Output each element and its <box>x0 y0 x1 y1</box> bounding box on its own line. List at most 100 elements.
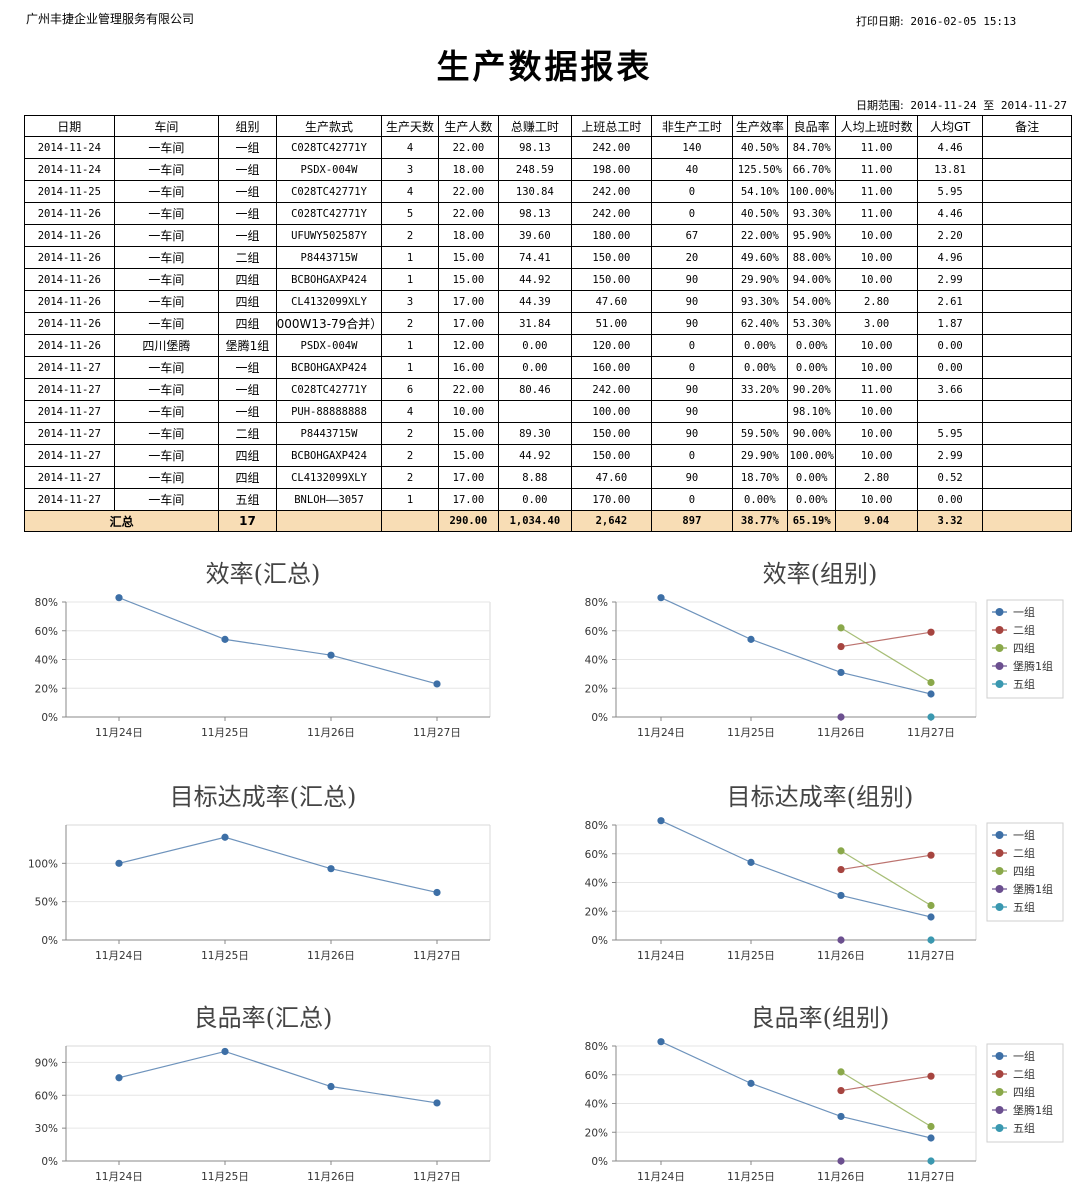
data-point <box>927 713 935 721</box>
y-tick-label: 20% <box>585 683 608 695</box>
table-cell: 18.00 <box>437 158 500 181</box>
data-point <box>221 1047 229 1056</box>
table-cell: 一组 <box>218 136 277 159</box>
x-tick-label: 11月25日 <box>201 950 249 962</box>
legend-marker <box>995 1124 1004 1132</box>
date-range-end: 2014-11-27 <box>1000 99 1068 112</box>
table-cell: 90 <box>651 400 733 423</box>
table-cell <box>982 400 1072 423</box>
table-cell: 一车间 <box>113 466 220 489</box>
column-header: 总赚工时 <box>498 115 572 137</box>
table-cell: PUH-88888888 <box>275 400 383 423</box>
x-tick-label: 11月24日 <box>95 1171 143 1183</box>
table-cell: 2014-11-24 <box>24 136 115 159</box>
table-cell: 一车间 <box>113 422 220 445</box>
table-cell: 0.00% <box>731 356 789 379</box>
legend-marker <box>995 608 1004 616</box>
y-tick-label: 60% <box>35 626 58 638</box>
table-cell: 4.46 <box>916 136 984 159</box>
table-cell: 四组 <box>218 444 277 467</box>
table-cell: 130.84 <box>498 180 572 203</box>
data-point <box>837 642 845 651</box>
chart-svg: 良品率(汇总) 0% 30% 60% 90% 11月24日 11月25日 11月26日 11月2… <box>35 1004 491 1183</box>
table-cell <box>916 400 984 423</box>
chart-title: 效率(汇总) <box>206 560 321 588</box>
date-range-label: 日期范围: <box>856 99 904 112</box>
table-cell <box>982 466 1072 489</box>
table-cell: 59.50% <box>731 422 789 445</box>
table-cell: 11.00 <box>835 158 918 181</box>
legend-label: 堡腾1组 <box>1013 882 1053 896</box>
data-point <box>221 635 229 643</box>
table-cell: 一车间 <box>113 290 220 313</box>
column-header: 生产效率 <box>731 115 789 137</box>
table-cell: 10.00 <box>835 444 918 467</box>
table-cell: 11.00 <box>835 136 918 159</box>
total-cell: 9.04 <box>835 510 918 532</box>
y-tick-label: 0% <box>41 1156 58 1168</box>
table-cell: 10.00 <box>835 224 918 247</box>
data-point <box>327 651 335 659</box>
table-cell: CL4132099XLY <box>275 466 383 489</box>
table-cell: 67 <box>651 224 733 247</box>
data-point <box>657 1038 665 1046</box>
table-cell: 150.00 <box>570 246 653 269</box>
chart-svg: 目标达成率(汇总) 0% 50% 100% 11月24日 11月25日 11月26日 11月2… <box>28 783 491 962</box>
table-cell: 51.00 <box>570 312 653 335</box>
table-cell: 一车间 <box>113 224 220 247</box>
table-cell: BCBOHGAXP424 <box>275 356 383 379</box>
table-cell: 8.88 <box>498 466 572 489</box>
series-line <box>660 597 932 695</box>
table-cell <box>982 224 1072 247</box>
table-cell: 100.00 <box>570 400 653 423</box>
table-cell: 0 <box>651 202 733 225</box>
table-cell: 0.00 <box>498 488 572 511</box>
data-point <box>837 847 845 855</box>
total-row: 汇总 17 290.00 1,034.40 2,642 897 38.77% 65.19% 9.… <box>23 510 1072 532</box>
legend-marker <box>995 1088 1004 1096</box>
table-cell: 90 <box>651 466 733 489</box>
table-cell: 150.00 <box>570 422 653 445</box>
table-cell: 0.00% <box>731 334 789 357</box>
table-cell: 一车间 <box>113 400 220 423</box>
table-cell: 二组 <box>218 422 277 445</box>
column-header: 组别 <box>218 115 277 137</box>
series-line <box>118 836 438 894</box>
column-header: 上班总工时 <box>570 115 653 137</box>
table-cell: 0 <box>651 356 733 379</box>
table-cell: 2.80 <box>835 290 918 313</box>
chart-title: 目标达成率(汇总) <box>170 783 357 811</box>
x-tick-label: 11月25日 <box>201 727 249 739</box>
chart-title: 效率(组别) <box>763 560 878 588</box>
table-cell: 0.00 <box>916 334 984 357</box>
table-cell <box>982 488 1072 511</box>
legend-label: 二组 <box>1013 623 1035 637</box>
table-cell: 0.00% <box>787 334 837 357</box>
legend-label: 四组 <box>1013 641 1035 655</box>
table-cell: BNLOH——3057 <box>275 488 383 511</box>
table-cell <box>982 202 1072 225</box>
table-cell: 90 <box>651 290 733 313</box>
chart-svg: 效率(组别) 0% 20% 40% 60% 80% 11月24日 11月25日 11月26日 11… <box>585 560 1064 739</box>
table-cell: 一车间 <box>113 488 220 511</box>
table-cell: 12.00 <box>437 334 500 357</box>
table-row: 2014-11-26 一车间 四组 CL4132099XLY 3 17.00 44.39 47… <box>24 290 1072 313</box>
table-row: 2014-11-26 一车间 四组 BCBOHGAXP424 1 15.00 44.92 15… <box>24 268 1072 291</box>
total-cell: 290.00 <box>437 510 500 532</box>
y-tick-label: 40% <box>585 1099 608 1111</box>
table-cell: 53.30% <box>787 312 837 335</box>
table-cell: 3 <box>381 290 439 313</box>
table-cell: 2014-11-26 <box>24 268 115 291</box>
y-tick-label: 60% <box>585 1070 608 1082</box>
legend-marker <box>995 662 1004 670</box>
y-tick-label: 40% <box>35 655 58 667</box>
table-cell: 5.95 <box>916 180 984 203</box>
y-tick-label: 0% <box>591 1156 608 1168</box>
data-point <box>837 936 845 944</box>
table-cell <box>982 290 1072 313</box>
x-tick-label: 11月26日 <box>307 950 355 962</box>
y-tick-label: 80% <box>585 1041 608 1053</box>
table-cell: 0 <box>651 180 733 203</box>
series-line <box>660 1041 932 1139</box>
table-cell: 2 <box>381 444 439 467</box>
